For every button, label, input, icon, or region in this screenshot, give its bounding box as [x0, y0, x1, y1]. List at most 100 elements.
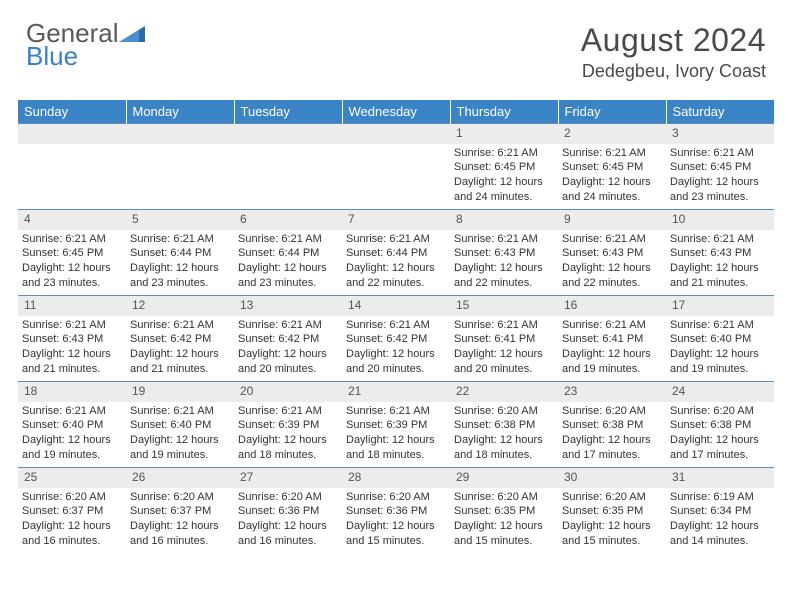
- day-number: 29: [450, 468, 558, 488]
- day-body: Sunrise: 6:20 AMSunset: 6:38 PMDaylight:…: [450, 402, 558, 465]
- day-line: and 22 minutes.: [454, 276, 554, 291]
- day-line: Sunset: 6:38 PM: [670, 418, 770, 433]
- day-line: Sunrise: 6:21 AM: [454, 318, 554, 333]
- day-line: Sunset: 6:45 PM: [562, 160, 662, 175]
- day-number: 13: [234, 296, 342, 316]
- day-line: Daylight: 12 hours: [238, 433, 338, 448]
- day-line: Sunrise: 6:21 AM: [670, 232, 770, 247]
- day-line: Daylight: 12 hours: [238, 347, 338, 362]
- day-line: Sunrise: 6:21 AM: [346, 232, 446, 247]
- day-line: and 19 minutes.: [670, 362, 770, 377]
- day-line: Sunset: 6:36 PM: [346, 504, 446, 519]
- day-body: Sunrise: 6:20 AMSunset: 6:35 PMDaylight:…: [450, 488, 558, 551]
- day-line: Sunset: 6:39 PM: [346, 418, 446, 433]
- day-cell: 29Sunrise: 6:20 AMSunset: 6:35 PMDayligh…: [450, 468, 558, 554]
- day-number: 6: [234, 210, 342, 230]
- logo-triangle-icon: [119, 22, 145, 45]
- day-body: Sunrise: 6:21 AMSunset: 6:41 PMDaylight:…: [558, 316, 666, 379]
- day-number: 3: [666, 124, 774, 144]
- day-body: Sunrise: 6:20 AMSunset: 6:36 PMDaylight:…: [342, 488, 450, 551]
- day-line: and 20 minutes.: [346, 362, 446, 377]
- day-number: 17: [666, 296, 774, 316]
- day-cell: 5Sunrise: 6:21 AMSunset: 6:44 PMDaylight…: [126, 210, 234, 296]
- day-line: Sunrise: 6:21 AM: [130, 404, 230, 419]
- day-line: Sunrise: 6:21 AM: [346, 318, 446, 333]
- page-title: August 2024: [581, 22, 766, 59]
- day-body: Sunrise: 6:20 AMSunset: 6:37 PMDaylight:…: [126, 488, 234, 551]
- day-number: 2: [558, 124, 666, 144]
- day-line: Sunrise: 6:20 AM: [454, 490, 554, 505]
- day-body: Sunrise: 6:21 AMSunset: 6:42 PMDaylight:…: [234, 316, 342, 379]
- day-line: and 22 minutes.: [346, 276, 446, 291]
- day-line: Sunrise: 6:21 AM: [238, 232, 338, 247]
- day-line: and 22 minutes.: [562, 276, 662, 291]
- day-number: 14: [342, 296, 450, 316]
- day-number: 8: [450, 210, 558, 230]
- day-number: 23: [558, 382, 666, 402]
- header: General Blue August 2024 Dedegbeu, Ivory…: [18, 22, 774, 82]
- day-line: and 23 minutes.: [22, 276, 122, 291]
- day-line: Sunrise: 6:20 AM: [670, 404, 770, 419]
- day-line: Sunset: 6:38 PM: [454, 418, 554, 433]
- day-line: Sunrise: 6:20 AM: [454, 404, 554, 419]
- day-line: and 21 minutes.: [22, 362, 122, 377]
- day-line: Daylight: 12 hours: [562, 261, 662, 276]
- day-line: Sunset: 6:43 PM: [562, 246, 662, 261]
- day-line: Daylight: 12 hours: [346, 519, 446, 534]
- day-line: Daylight: 12 hours: [130, 433, 230, 448]
- day-body: Sunrise: 6:21 AMSunset: 6:45 PMDaylight:…: [558, 144, 666, 207]
- day-line: Sunrise: 6:19 AM: [670, 490, 770, 505]
- day-line: Sunset: 6:44 PM: [346, 246, 446, 261]
- day-line: and 18 minutes.: [454, 448, 554, 463]
- day-line: and 24 minutes.: [454, 190, 554, 205]
- calendar-body: 1Sunrise: 6:21 AMSunset: 6:45 PMDaylight…: [18, 124, 774, 554]
- day-line: Sunset: 6:43 PM: [454, 246, 554, 261]
- day-cell: [18, 124, 126, 210]
- day-body: Sunrise: 6:21 AMSunset: 6:44 PMDaylight:…: [342, 230, 450, 293]
- day-line: Daylight: 12 hours: [562, 433, 662, 448]
- day-body: Sunrise: 6:21 AMSunset: 6:45 PMDaylight:…: [18, 230, 126, 293]
- day-line: Sunrise: 6:21 AM: [22, 404, 122, 419]
- day-line: Daylight: 12 hours: [562, 347, 662, 362]
- day-body: Sunrise: 6:21 AMSunset: 6:39 PMDaylight:…: [234, 402, 342, 465]
- day-body: Sunrise: 6:21 AMSunset: 6:43 PMDaylight:…: [558, 230, 666, 293]
- day-line: Sunrise: 6:21 AM: [22, 232, 122, 247]
- day-body: Sunrise: 6:21 AMSunset: 6:40 PMDaylight:…: [18, 402, 126, 465]
- day-number: 16: [558, 296, 666, 316]
- day-number: 12: [126, 296, 234, 316]
- day-number: 9: [558, 210, 666, 230]
- day-line: Sunset: 6:39 PM: [238, 418, 338, 433]
- day-number: 19: [126, 382, 234, 402]
- day-line: Sunrise: 6:20 AM: [22, 490, 122, 505]
- day-line: Sunrise: 6:21 AM: [562, 232, 662, 247]
- day-line: and 16 minutes.: [238, 534, 338, 549]
- day-body: Sunrise: 6:21 AMSunset: 6:44 PMDaylight:…: [126, 230, 234, 293]
- day-body: Sunrise: 6:21 AMSunset: 6:42 PMDaylight:…: [342, 316, 450, 379]
- col-header: Saturday: [666, 100, 774, 124]
- table-row: 25Sunrise: 6:20 AMSunset: 6:37 PMDayligh…: [18, 468, 774, 554]
- day-cell: 11Sunrise: 6:21 AMSunset: 6:43 PMDayligh…: [18, 296, 126, 382]
- day-cell: 17Sunrise: 6:21 AMSunset: 6:40 PMDayligh…: [666, 296, 774, 382]
- day-line: and 19 minutes.: [22, 448, 122, 463]
- day-line: and 18 minutes.: [346, 448, 446, 463]
- day-line: Sunrise: 6:21 AM: [238, 404, 338, 419]
- day-line: Sunset: 6:40 PM: [670, 332, 770, 347]
- day-number: 22: [450, 382, 558, 402]
- day-number: [234, 124, 342, 144]
- day-cell: 30Sunrise: 6:20 AMSunset: 6:35 PMDayligh…: [558, 468, 666, 554]
- logo-word2: Blue: [26, 41, 78, 71]
- day-number: 31: [666, 468, 774, 488]
- location: Dedegbeu, Ivory Coast: [581, 61, 766, 82]
- day-number: 20: [234, 382, 342, 402]
- day-body: Sunrise: 6:21 AMSunset: 6:40 PMDaylight:…: [666, 316, 774, 379]
- day-number: 10: [666, 210, 774, 230]
- day-line: Sunrise: 6:21 AM: [238, 318, 338, 333]
- day-line: Sunrise: 6:21 AM: [670, 146, 770, 161]
- day-cell: 14Sunrise: 6:21 AMSunset: 6:42 PMDayligh…: [342, 296, 450, 382]
- day-body: Sunrise: 6:20 AMSunset: 6:35 PMDaylight:…: [558, 488, 666, 551]
- day-number: [126, 124, 234, 144]
- day-line: and 16 minutes.: [22, 534, 122, 549]
- day-line: and 23 minutes.: [130, 276, 230, 291]
- day-body: Sunrise: 6:21 AMSunset: 6:41 PMDaylight:…: [450, 316, 558, 379]
- table-row: 18Sunrise: 6:21 AMSunset: 6:40 PMDayligh…: [18, 382, 774, 468]
